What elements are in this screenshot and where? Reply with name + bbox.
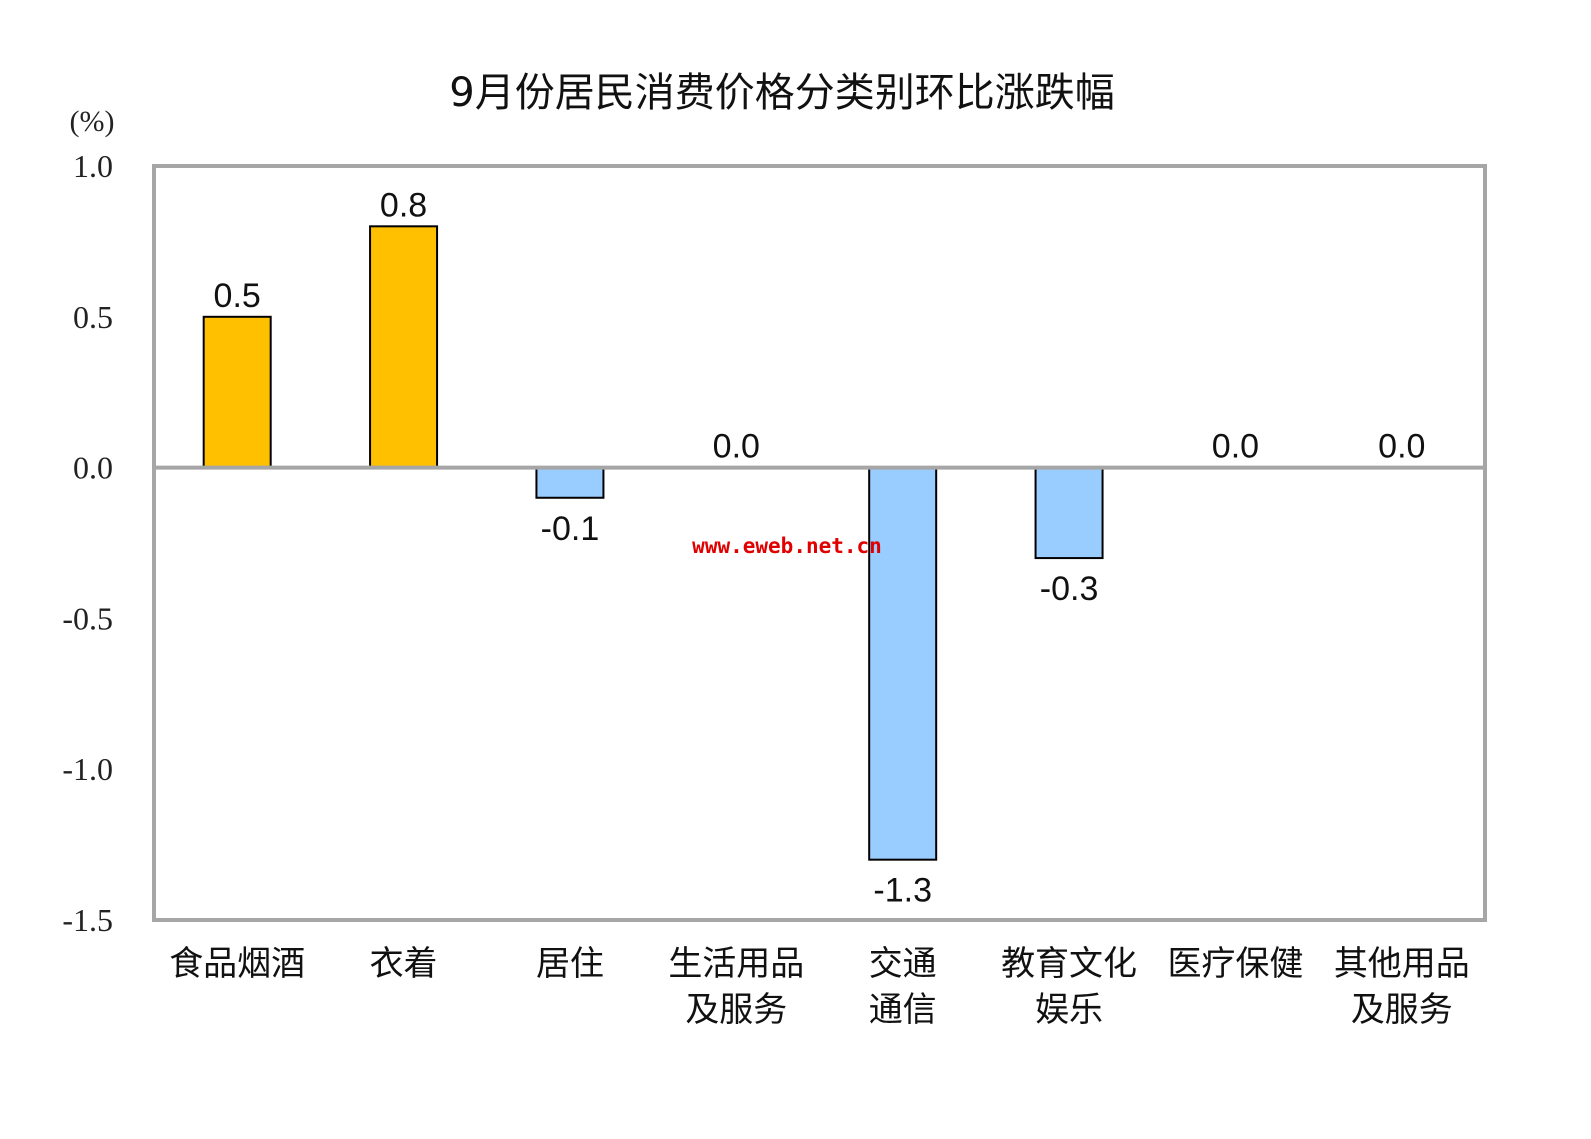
category-label-3-line-0: 生活用品 (668, 944, 804, 984)
category-label-5-line-0: 教育文化 (1001, 944, 1137, 984)
category-label-5-line-1: 娱乐 (1035, 990, 1103, 1030)
data-label-6: 0.0 (1212, 428, 1259, 466)
data-label-7: 0.0 (1378, 428, 1425, 466)
watermark-text: www.eweb.net.cn (692, 534, 882, 558)
data-label-5: -0.3 (1040, 570, 1099, 608)
category-label-0-line-0: 食品烟酒 (169, 944, 305, 984)
data-label-4: -1.3 (873, 872, 932, 910)
y-axis-unit-label: (%) (70, 105, 115, 138)
category-label-4-line-0: 交通 (869, 944, 937, 984)
category-label-3-line-1: 及服务 (685, 990, 787, 1030)
bar-2 (535, 466, 605, 499)
data-label-0: 0.5 (214, 277, 261, 315)
y-tick-label: 1.0 (73, 148, 113, 184)
chart-title: 9月份居民消费价格分类别环比涨跌幅 (449, 70, 1114, 116)
category-label-7-line-0: 其他用品 (1334, 944, 1470, 984)
bar-1 (369, 225, 439, 469)
data-labels: 0.5 0.8 -0.1 0.0 -1.3 -0.3 0.0 0.0 (214, 186, 1426, 909)
category-label-7-line-1: 及服务 (1351, 990, 1453, 1030)
y-tick-label: -0.5 (62, 600, 113, 636)
data-label-3: 0.0 (713, 428, 760, 466)
bar-0 (202, 315, 272, 469)
data-label-1: 0.8 (380, 186, 427, 224)
category-label-4-line-1: 通信 (869, 990, 937, 1030)
category-label-2-line-0: 居住 (536, 944, 604, 984)
bar-5 (1034, 466, 1104, 560)
bar-series (202, 225, 1104, 861)
y-tick-label: -1.5 (62, 902, 113, 938)
y-tick-label: 0.5 (73, 299, 113, 335)
category-label-6-line-0: 医疗保健 (1167, 944, 1303, 984)
bar-4 (868, 466, 938, 861)
data-label-2: -0.1 (541, 510, 600, 548)
y-tick-label: 0.0 (73, 450, 113, 486)
category-label-1-line-0: 衣着 (370, 944, 438, 984)
y-tick-label: -1.0 (62, 751, 113, 787)
y-axis: 1.0 0.5 0.0 -0.5 -1.0 -1.5 (62, 148, 113, 938)
